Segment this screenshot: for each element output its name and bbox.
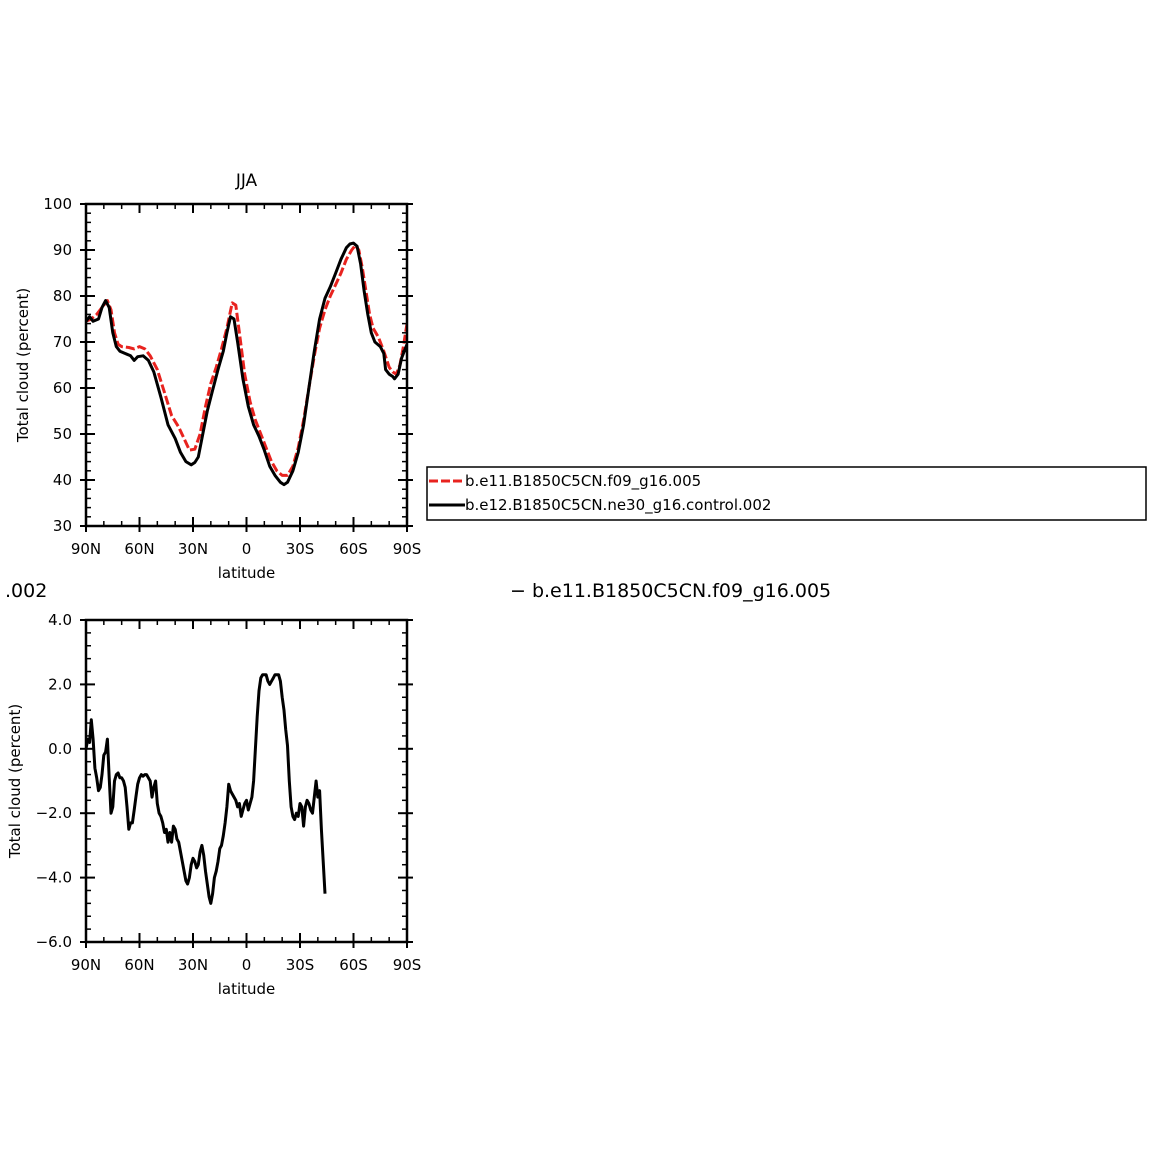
x-tick-label: 90S [393,956,422,974]
top-chart-zonal-mean: 90N 60N 30N 0 30S 60S 90S 30 40 50 60 70 80 90 100 JJA l… [14,171,1147,582]
stray-label-right: − b.e11.B1850C5CN.f09_g16.005 [510,580,831,602]
x-tick-label: 60S [339,540,368,558]
series-line-1-0 [86,673,327,905]
legend: b.e11.B1850C5CN.f09_g16.005 b.e12.B1850C5… [426,466,1147,521]
x-tick-label: 90S [393,540,422,558]
x-tick-label: 30S [286,540,315,558]
x-tick-label: 60S [339,956,368,974]
series-line-0-1 [86,241,407,487]
y-tick-label: 30 [53,517,72,535]
x-axis-label: latitude [218,564,276,582]
x-tick-label: 90N [71,540,101,558]
x-tick-label: 30N [178,540,208,558]
y-tick-label: −2.0 [36,804,72,822]
y-tick-label: 70 [53,333,72,351]
x-tick-label: 90N [71,956,101,974]
legend-box [426,466,1147,521]
x-tick-label: 60N [124,956,154,974]
y-tick-label: 90 [53,241,72,259]
plot-frame [84,618,409,944]
legend-entry: b.e12.B1850C5CN.ne30_g16.control.002 [465,496,771,515]
x-axis-label: latitude [218,980,276,998]
x-tick-label: 60N [124,540,154,558]
y-tick-label: 0.0 [48,740,72,758]
y-tick-label: 40 [53,471,72,489]
y-axis-label: Total cloud (percent) [6,704,24,859]
y-tick-label: −6.0 [36,933,72,951]
x-tick-label: 30S [286,956,315,974]
y-tick-label: 50 [53,425,72,443]
x-tick-label: 0 [242,540,252,558]
legend-entry: b.e11.B1850C5CN.f09_g16.005 [465,472,701,491]
y-tick-label: 100 [43,195,72,213]
y-tick-label: 60 [53,379,72,397]
chart-title: JJA [235,171,258,191]
bottom-chart-difference: 90N 60N 30N 0 30S 60S 90S −6.0 −4.0 −2.0 0.0 2.0 4.0… [6,611,421,998]
y-axis-label: Total cloud (percent) [14,288,32,443]
x-tick-label: 30N [178,956,208,974]
stray-label-left: .002 [5,580,47,602]
y-tick-label: −4.0 [36,869,72,887]
y-tick-label: 80 [53,287,72,305]
x-tick-label: 0 [242,956,252,974]
y-tick-label: 4.0 [48,611,72,629]
y-tick-label: 2.0 [48,675,72,693]
